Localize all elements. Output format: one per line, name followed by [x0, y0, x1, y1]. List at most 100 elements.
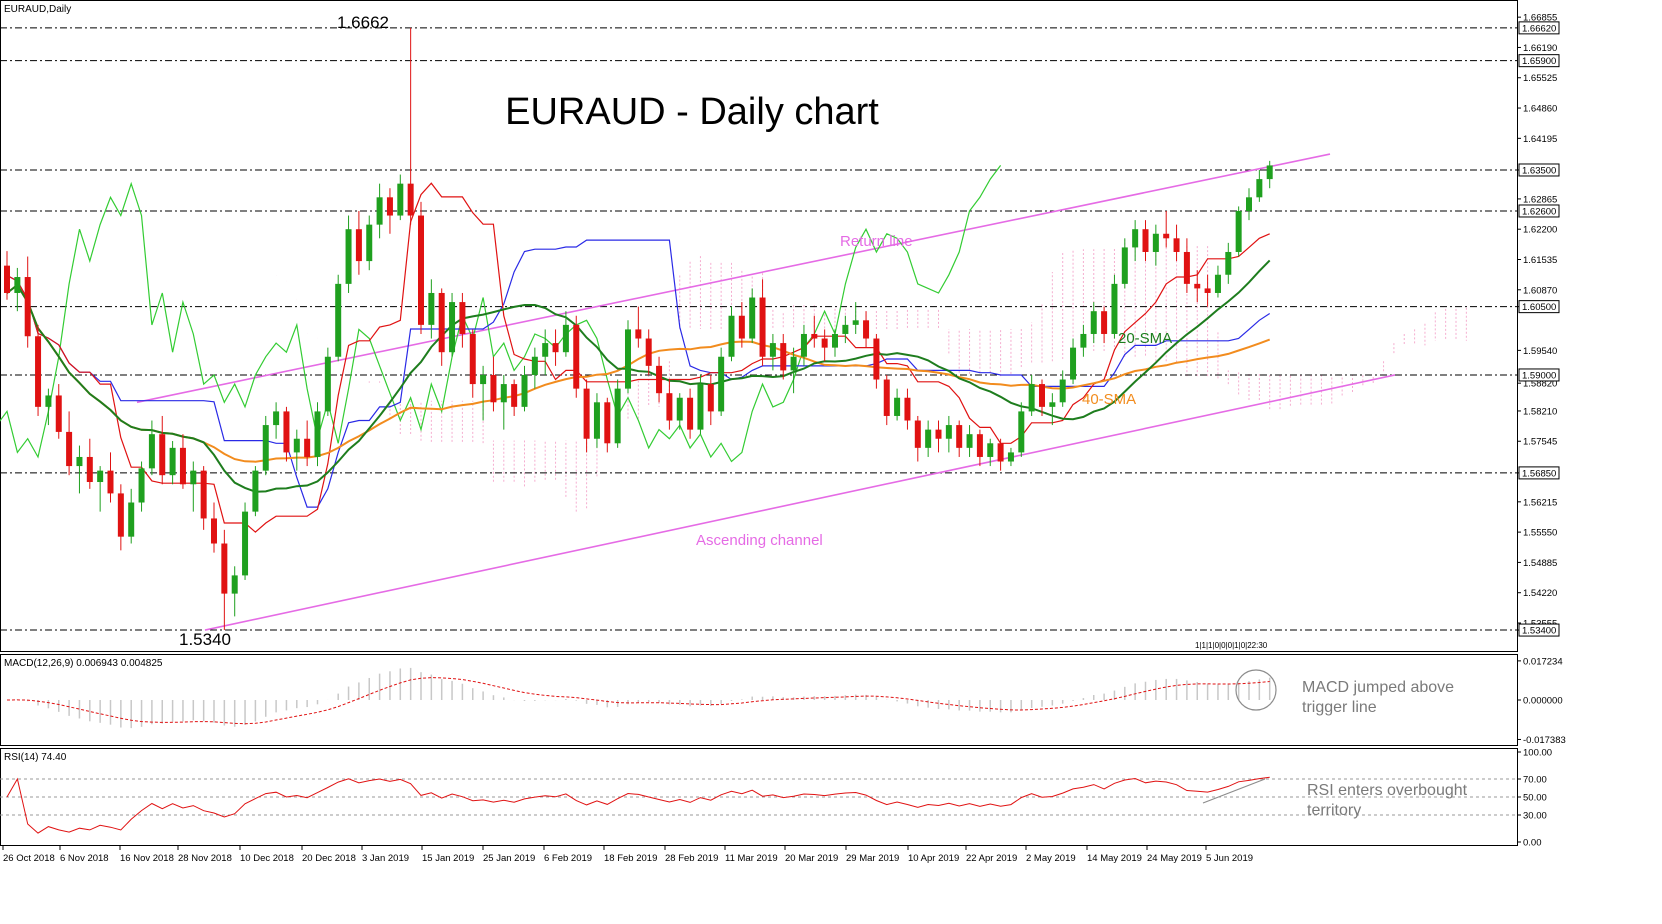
x-tick-label: 11 Mar 2019: [725, 853, 778, 864]
price-tick-label: 1.58210: [1523, 406, 1557, 417]
price-tick-label: 1.64860: [1523, 104, 1557, 115]
high-label: 1.6662: [337, 13, 389, 32]
candle-body: [407, 183, 414, 216]
price-tick-label: 1.66855: [1523, 13, 1557, 24]
candle-body: [614, 388, 621, 444]
ascending-channel: [136, 153, 1396, 631]
candle-body: [976, 434, 983, 457]
candle-body: [1235, 210, 1242, 252]
price-axis: 1.66855 1.66190 1.65525 1.64860 1.64195 1.635…: [1517, 13, 1560, 637]
candle-body: [138, 468, 145, 503]
level-label-box: [1518, 204, 1560, 218]
rsi-header: RSI(14) 74.40: [4, 752, 67, 763]
price-tick-label: 1.58820: [1523, 379, 1557, 390]
level-label-box: [1518, 21, 1560, 35]
candle-body: [645, 338, 652, 366]
candle-body: [490, 374, 497, 403]
candle-body: [656, 365, 663, 394]
candle-body: [293, 438, 300, 453]
candle-body: [221, 543, 228, 594]
candle-body: [200, 470, 207, 519]
candle-body: [1152, 233, 1159, 252]
candle-body: [562, 324, 569, 353]
candle-body: [55, 395, 62, 432]
candles: [4, 27, 1273, 631]
price-tick-label: 1.62200: [1523, 225, 1557, 236]
candle-body: [418, 215, 424, 325]
level-label: 1.62600: [1522, 206, 1556, 217]
candle-body: [635, 329, 642, 339]
rsi-tick-label: 70.00: [1523, 775, 1547, 786]
main-panel-frame: [0, 0, 1518, 652]
rsi-trend-arrow: [1202, 778, 1266, 804]
candle-body: [1111, 283, 1118, 334]
candle-body: [117, 493, 124, 537]
macd-panel-frame: [0, 654, 1518, 746]
candle-body: [1101, 311, 1108, 334]
level-label-box: [1518, 54, 1560, 68]
macd-tick-label: -0.017383: [1523, 735, 1566, 746]
x-tick-label: 28 Feb 2019: [665, 853, 718, 864]
candle-body: [1080, 333, 1087, 348]
candle-body: [604, 402, 611, 444]
x-tick-label: 20 Mar 2019: [785, 853, 838, 864]
price-tick-label: 1.60870: [1523, 285, 1557, 296]
price-tick-label: 1.62865: [1523, 194, 1557, 205]
level-label: 1.63500: [1522, 165, 1556, 176]
x-tick-label: 10 Dec 2018: [240, 853, 294, 864]
x-tick-label: 15 Jan 2019: [422, 853, 474, 864]
price-tick-label: 1.61535: [1523, 255, 1557, 266]
candle-body: [573, 324, 580, 389]
time-stamp: 1|1|1|0|0|0|1|0|22:30: [1195, 641, 1268, 650]
candle-body: [1163, 233, 1170, 239]
candle-body: [1266, 165, 1273, 180]
return-line-label: Return line: [840, 233, 913, 250]
x-tick-label: 6 Feb 2019: [544, 853, 592, 864]
x-tick-label: 29 Mar 2019: [846, 853, 899, 864]
symbol-label: EURAUD,Daily: [4, 4, 71, 15]
level-label: 1.56850: [1522, 468, 1556, 479]
candle-body: [1204, 288, 1211, 293]
candle-body: [883, 379, 890, 416]
candle-body: [438, 292, 445, 353]
candle-body: [107, 470, 114, 494]
candle-body: [821, 338, 828, 348]
candle-body: [169, 447, 176, 476]
candle-body: [242, 511, 249, 576]
candle-body: [728, 315, 735, 357]
indicator-lines: [0, 165, 1271, 533]
x-tick-label: 10 Apr 2019: [908, 853, 959, 864]
sma40-label: 40-SMA: [1082, 391, 1136, 408]
candle-body: [531, 356, 538, 375]
candle-body: [625, 329, 631, 389]
level-label-box: [1518, 623, 1560, 637]
candle-body: [469, 333, 476, 385]
candle-body: [987, 443, 994, 457]
price-tick-label: 1.54885: [1523, 558, 1557, 569]
candle-body: [832, 333, 838, 348]
candle-body: [759, 297, 766, 357]
candle-body: [707, 384, 714, 412]
candle-body: [1183, 251, 1190, 284]
candle-body: [1007, 452, 1014, 462]
level-label: 1.65900: [1522, 56, 1556, 67]
candle-body: [780, 343, 787, 371]
candle-body: [1049, 402, 1056, 407]
candle-body: [1142, 229, 1149, 252]
candle-body: [449, 302, 456, 353]
candle-body: [35, 336, 42, 407]
candle-body: [376, 197, 383, 225]
candle-body: [1194, 283, 1201, 289]
candle-body: [1039, 384, 1045, 407]
candle-body: [966, 434, 973, 448]
price-tick-label: 1.54220: [1523, 588, 1557, 599]
price-tick-label: 1.66190: [1523, 43, 1557, 54]
x-tick-label: 2 May 2019: [1026, 853, 1076, 864]
candle-body: [1225, 251, 1232, 275]
channel-upper-line: [136, 153, 1331, 404]
price-tick-label: 1.56215: [1523, 497, 1557, 508]
candle-body: [873, 338, 880, 380]
rsi-tick-label: 0.00: [1523, 838, 1542, 849]
candle-body: [1070, 347, 1077, 380]
tenkan-line: [6, 182, 1270, 533]
